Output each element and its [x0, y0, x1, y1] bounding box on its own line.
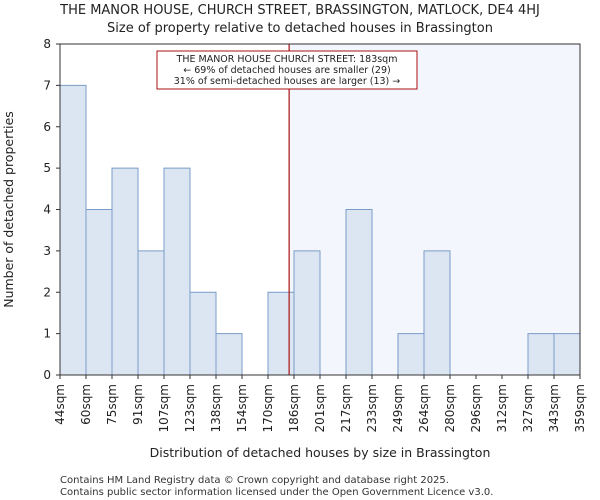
x-tick-label: 44sqm	[53, 384, 67, 425]
y-tick-label: 3	[43, 244, 51, 258]
x-tick-label: 91sqm	[131, 384, 145, 425]
bar-343sqm	[553, 333, 581, 376]
bar-170sqm	[267, 291, 295, 376]
x-axis-ticks: 44sqm 60sqm 75sqm 91sqm 107sqm 123sqm 138sqm 15…	[53, 375, 587, 432]
y-tick-label: 6	[43, 120, 51, 134]
x-tick-label: 249sqm	[391, 384, 405, 432]
annotation-line-3: 31% of semi-detached houses are larger (…	[174, 76, 401, 87]
bar-75sqm	[111, 167, 139, 376]
x-tick-label: 280sqm	[443, 384, 457, 432]
x-tick-label: 107sqm	[157, 384, 171, 432]
bar-186sqm	[293, 250, 321, 376]
y-tick-label: 0	[43, 368, 51, 382]
x-tick-label: 60sqm	[79, 384, 93, 425]
annotation-border	[156, 50, 418, 90]
x-tick-label: 186sqm	[287, 384, 301, 432]
chart-subtitle: Size of property relative to detached ho…	[107, 21, 493, 36]
x-tick-label: 359sqm	[573, 384, 587, 432]
x-tick-label: 138sqm	[209, 384, 223, 432]
y-tick-label: 4	[43, 203, 51, 217]
bar-138sqm	[215, 333, 243, 376]
x-tick-label: 343sqm	[547, 384, 561, 432]
annotation-line-2: ← 69% of detached houses are smaller (29…	[183, 65, 390, 76]
x-tick-label: 123sqm	[183, 384, 197, 432]
bar-60sqm	[85, 209, 113, 376]
x-tick-label: 217sqm	[339, 384, 353, 432]
x-tick-label: 327sqm	[521, 384, 535, 432]
bar-107sqm	[163, 167, 191, 376]
bars-group	[59, 84, 581, 376]
annotation-box: THE MANOR HOUSE CHURCH STREET: 183sqm ← …	[156, 50, 418, 90]
x-tick-label: 170sqm	[261, 384, 275, 432]
x-tick-label: 75sqm	[105, 384, 119, 425]
bar-249sqm	[397, 333, 425, 376]
y-tick-label: 5	[43, 161, 51, 175]
footer-line-2: Contains public sector information licen…	[60, 487, 493, 498]
bar-264sqm	[423, 250, 451, 376]
y-tick-label: 8	[43, 37, 51, 51]
bar-91sqm	[137, 250, 165, 376]
x-tick-label: 233sqm	[365, 384, 379, 432]
footer-line-1: Contains HM Land Registry data © Crown c…	[60, 475, 449, 486]
x-tick-label: 296sqm	[469, 384, 483, 432]
x-tick-label: 201sqm	[313, 384, 327, 432]
bar-44sqm	[59, 84, 87, 376]
y-tick-label: 7	[43, 78, 51, 92]
chart-title: THE MANOR HOUSE, CHURCH STREET, BRASSING…	[59, 3, 540, 18]
y-axis-label: Number of detached properties	[1, 111, 16, 308]
annotation-line-1: THE MANOR HOUSE CHURCH STREET: 183sqm	[176, 54, 398, 65]
x-tick-label: 312sqm	[495, 384, 509, 432]
y-tick-label: 2	[43, 285, 51, 299]
x-tick-label: 264sqm	[417, 384, 431, 432]
x-tick-label: 154sqm	[235, 384, 249, 432]
x-axis-label: Distribution of detached houses by size …	[150, 445, 491, 460]
bar-327sqm	[527, 333, 555, 376]
bar-123sqm	[189, 291, 217, 376]
bar-217sqm	[345, 209, 373, 376]
y-axis-ticks: 0 1 2 3 4 5 6 7 8	[43, 37, 60, 382]
y-tick-label: 1	[43, 327, 51, 341]
